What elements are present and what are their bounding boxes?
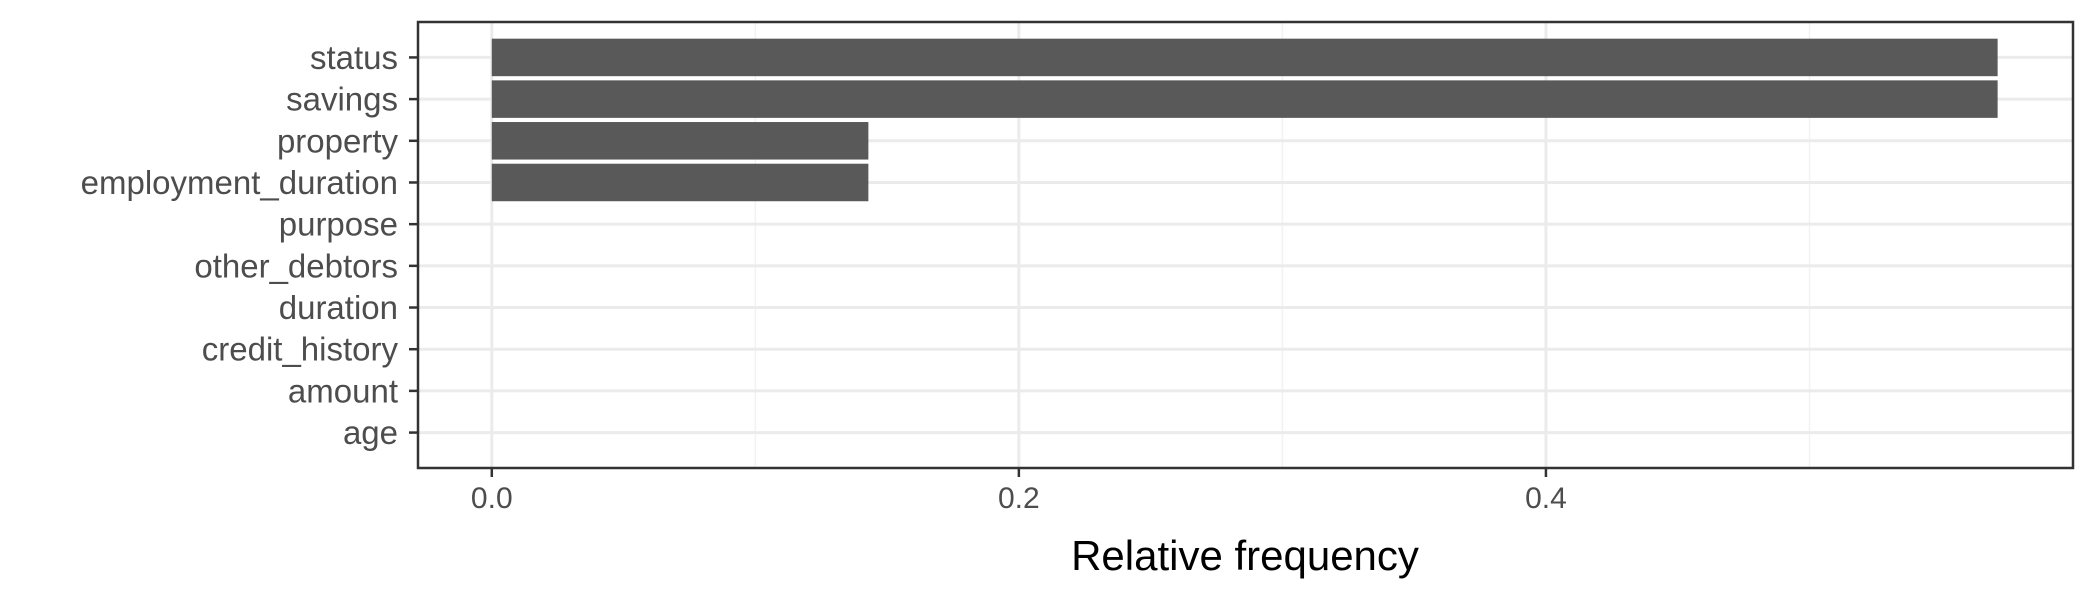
x-tick-label: 0.0 xyxy=(471,482,513,515)
y-tick-label: savings xyxy=(286,81,398,118)
y-tick-label: amount xyxy=(288,372,398,409)
y-tick-label: age xyxy=(343,414,398,451)
y-tick-label: property xyxy=(277,122,399,159)
y-tick-label: other_debtors xyxy=(194,247,398,284)
y-axis: status savings property employment_duration… xyxy=(81,39,418,451)
x-axis: 0.0 0.2 0.4 xyxy=(471,468,1567,515)
x-tick-label: 0.4 xyxy=(1525,482,1567,515)
bar-employment-duration xyxy=(491,163,869,202)
bar-status xyxy=(491,38,1998,77)
y-tick-label: duration xyxy=(279,289,398,326)
y-tick-label: employment_duration xyxy=(81,164,398,201)
x-tick-label: 0.2 xyxy=(998,482,1040,515)
y-tick-label: status xyxy=(310,39,398,76)
bar-property xyxy=(491,122,869,160)
panel-border xyxy=(416,20,2075,470)
y-tick-label: purpose xyxy=(279,206,398,243)
y-tick-label: credit_history xyxy=(202,331,399,368)
x-axis-title: Relative frequency xyxy=(1071,532,1419,579)
bars-group xyxy=(491,38,1998,202)
bar-savings xyxy=(491,80,1998,118)
